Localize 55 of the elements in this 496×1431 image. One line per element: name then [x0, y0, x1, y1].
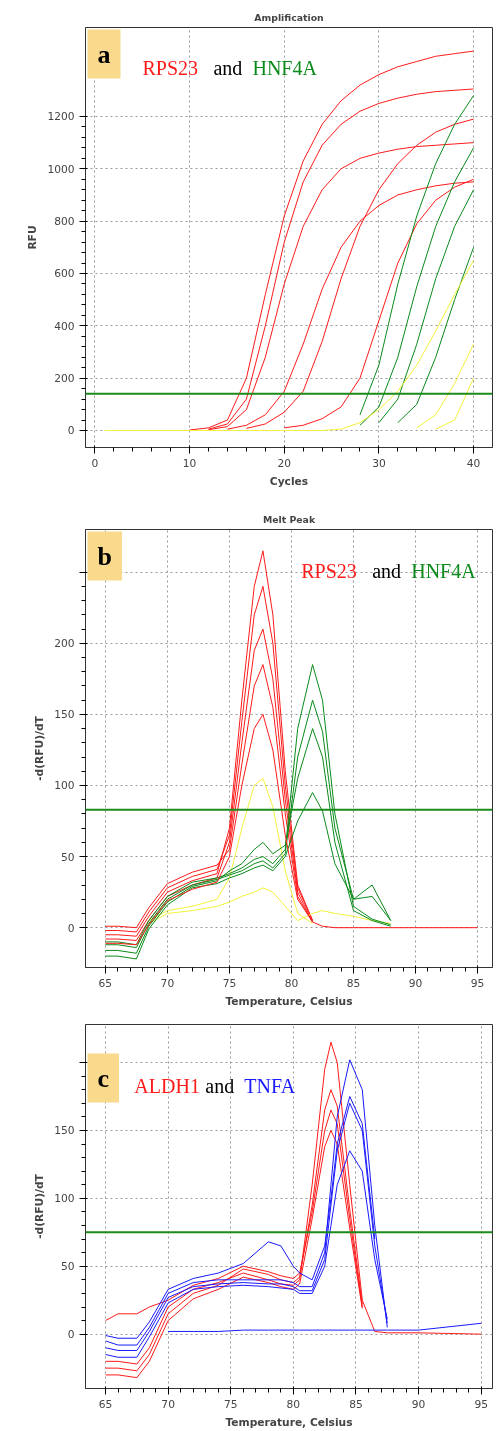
- x-tick-label: 80: [284, 976, 299, 990]
- x-tick-label: 90: [408, 976, 423, 990]
- y-axis-title: -d(RFU)/dT: [33, 1173, 47, 1239]
- y-tick-label: 100: [54, 1192, 75, 1206]
- text: RPS23: [142, 56, 199, 79]
- y-tick-label: 50: [60, 850, 75, 864]
- x-tick-label: 75: [222, 976, 237, 990]
- x-tick-label: 10: [182, 456, 197, 470]
- x-tick-label: 30: [372, 456, 386, 470]
- y-tick-label: 1000: [47, 162, 75, 176]
- x-tick-label: 65: [98, 1397, 113, 1411]
- y-tick-label: 150: [54, 708, 75, 722]
- y-tick-label: 0: [67, 424, 75, 438]
- y-tick-label: 0: [67, 1328, 75, 1342]
- text: TNFA: [244, 1075, 296, 1098]
- y-tick-label: 600: [54, 267, 75, 281]
- y-tick-label: 1200: [47, 110, 75, 124]
- series-label: RPS23: [301, 560, 357, 583]
- x-tick-label: 75: [223, 1397, 238, 1411]
- text: ALDH1: [134, 1075, 200, 1098]
- annotation: and: [372, 560, 402, 583]
- text: HNF4A: [252, 56, 318, 79]
- y-tick-label: 100: [54, 779, 75, 793]
- x-tick-label: 40: [466, 456, 481, 470]
- x-tick-label: 65: [98, 976, 113, 990]
- x-tick-label: 70: [160, 976, 175, 990]
- y-tick-label: 200: [54, 637, 75, 651]
- text: HNF4A: [411, 560, 477, 583]
- chart-title: Melt Peak: [262, 513, 316, 525]
- x-axis-title: Cycles: [269, 474, 309, 488]
- y-axis-title: -d(RFU)/dT: [33, 715, 47, 781]
- x-tick-label: 95: [470, 976, 485, 990]
- annotation: c: [97, 1063, 110, 1093]
- annotation: and: [213, 56, 243, 79]
- chart-title: Amplification: [254, 11, 324, 23]
- x-tick-label: 85: [349, 1397, 363, 1411]
- x-tick-label: 90: [411, 1397, 426, 1411]
- y-tick-label: 150: [54, 1124, 75, 1138]
- y-tick-label: 200: [54, 372, 75, 386]
- x-tick-label: 0: [91, 456, 99, 470]
- x-axis-title: Temperature, Celsius: [225, 1415, 353, 1429]
- y-tick-label: 400: [54, 319, 75, 333]
- y-tick-label: 0: [67, 921, 75, 935]
- x-tick-label: 20: [277, 456, 292, 470]
- y-axis-title: RFU: [26, 225, 40, 250]
- annotation: and: [205, 1075, 235, 1098]
- x-axis-title: Temperature, Celsius: [225, 994, 353, 1008]
- x-tick-label: 85: [346, 976, 361, 990]
- x-tick-label: 80: [286, 1397, 301, 1411]
- x-tick-label: 95: [474, 1397, 489, 1411]
- x-tick-label: 70: [161, 1397, 176, 1411]
- annotation: a: [97, 39, 111, 69]
- y-tick-label: 50: [60, 1260, 75, 1274]
- annotation: b: [97, 541, 112, 571]
- y-tick-label: 800: [54, 215, 75, 229]
